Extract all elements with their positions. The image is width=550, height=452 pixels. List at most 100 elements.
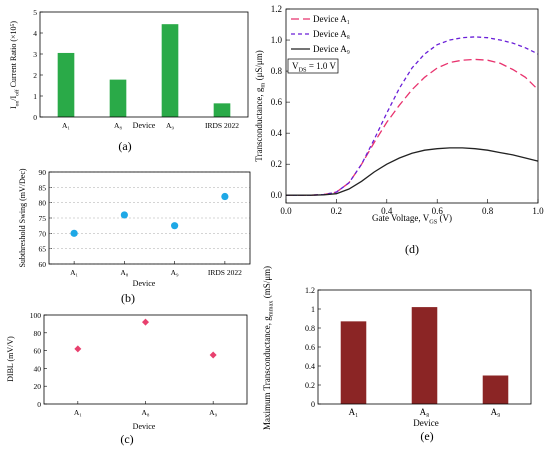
panel-label-b: (b) bbox=[121, 291, 135, 305]
x-tick-label-b-0: A₁ bbox=[70, 268, 78, 277]
point-c-1 bbox=[142, 318, 149, 326]
x-tick-label-c-0: A₁ bbox=[74, 408, 82, 417]
y-tick-label-c-0: 0 bbox=[37, 400, 41, 409]
y-tick-label-e-0: 0 bbox=[311, 400, 315, 409]
y-axis-label-c: DIBL (mV/V) bbox=[6, 336, 15, 382]
x-tick-label-b-1: A₈ bbox=[120, 268, 128, 277]
y-tick-label-a-5: 5 bbox=[33, 8, 37, 17]
x-tick-label-a-2: A₉ bbox=[166, 121, 174, 130]
x-tick-label-a-0: A₁ bbox=[62, 121, 70, 130]
y-tick-label-a-3: 3 bbox=[33, 50, 37, 59]
x-tick-label-c-2: A₉ bbox=[209, 408, 217, 417]
y-tick-label-e-4: 0.8 bbox=[305, 324, 315, 333]
panel-label-e: (e) bbox=[420, 429, 433, 443]
y-tick-label-d-6: 1.2 bbox=[271, 4, 282, 14]
panel-label-c: (c) bbox=[120, 432, 133, 446]
y-tick-label-c-5: 100 bbox=[30, 311, 42, 320]
legend-label-d-1: Device A₈ bbox=[313, 29, 350, 39]
y-tick-label-b-2: 70 bbox=[39, 229, 47, 238]
chart-d-frame bbox=[285, 8, 539, 204]
x-tick-label-d-4: 0.8 bbox=[482, 206, 494, 216]
y-tick-label-e-5: 1 bbox=[311, 305, 315, 314]
y-tick-label-b-3: 75 bbox=[39, 214, 47, 223]
y-tick-label-a-4: 4 bbox=[33, 29, 37, 38]
y-tick-label-b-5: 85 bbox=[39, 183, 47, 192]
bar-a-0 bbox=[57, 52, 75, 118]
x-tick-label-e-2: A₉ bbox=[491, 407, 501, 417]
chart-b-frame bbox=[48, 171, 251, 265]
y-tick-label-d-2: 0.4 bbox=[271, 128, 283, 138]
bar-e-0 bbox=[340, 321, 367, 404]
chart-e-frame bbox=[317, 289, 532, 405]
panel-label-d: (d) bbox=[405, 242, 419, 256]
legend-label-d-2: Device A₉ bbox=[313, 44, 350, 54]
annotation-d: VDS = 1.0 V bbox=[292, 61, 336, 74]
x-tick-label-e-0: A₁ bbox=[349, 407, 359, 417]
x-axis-label-d: Gate Voltage, VGS (V) bbox=[372, 213, 452, 226]
y-tick-label-d-3: 0.6 bbox=[271, 97, 283, 107]
panel-label-a: (a) bbox=[118, 139, 131, 153]
x-tick-label-c-1: A₈ bbox=[141, 408, 149, 417]
y-tick-label-c-3: 60 bbox=[34, 347, 42, 356]
chart-c-frame bbox=[43, 314, 248, 405]
x-tick-label-d-0: 0.0 bbox=[280, 206, 292, 216]
y-tick-label-b-6: 90 bbox=[39, 168, 47, 177]
x-axis-label-e: Device bbox=[413, 418, 438, 428]
chart-e: 0 0.2 0.4 0.6 0.8 1 1.2 A₁ A₈ A₉ Device Maximum Tra… bbox=[262, 266, 532, 443]
bar-a-3 bbox=[213, 103, 231, 117]
x-tick-label-d-3: 0.6 bbox=[432, 206, 444, 216]
x-tick-label-e-1: A₈ bbox=[420, 407, 430, 417]
bar-a-1 bbox=[109, 79, 127, 117]
series-line-d-2 bbox=[286, 147, 539, 196]
y-tick-label-e-2: 0.4 bbox=[305, 362, 315, 371]
y-tick-label-a-0: 0 bbox=[33, 113, 37, 122]
series-line-d-1 bbox=[286, 36, 539, 196]
y-tick-label-d-5: 1.0 bbox=[271, 35, 283, 45]
y-tick-label-c-4: 80 bbox=[34, 329, 42, 338]
point-b-1 bbox=[120, 211, 128, 219]
y-tick-label-c-2: 40 bbox=[34, 364, 42, 373]
legend-label-d-0: Device A₁ bbox=[313, 14, 350, 24]
y-axis-label-a: Ion/Ioff Current Ratio (×10⁵) bbox=[9, 21, 21, 109]
chart-c: 0 20 40 60 80 100 A₁ A₈ A₉ Device DIBL (mV/V) (c) bbox=[6, 311, 248, 446]
chart-a-frame bbox=[39, 11, 249, 118]
y-tick-label-d-1: 0.2 bbox=[271, 159, 282, 169]
point-c-2 bbox=[209, 351, 217, 359]
y-axis-label-d: Transconductance, gm (μS/μm) bbox=[254, 50, 267, 161]
bar-e-1 bbox=[411, 307, 438, 404]
y-tick-label-a-2: 2 bbox=[33, 71, 37, 80]
chart-d: 0.0 0.2 0.4 0.6 0.8 1.0 1.2 0.0 0.2 0.4 0.6 0.8 1.0 D… bbox=[254, 4, 544, 256]
y-tick-label-e-6: 1.2 bbox=[305, 286, 315, 295]
point-b-3 bbox=[221, 192, 229, 201]
point-b-2 bbox=[171, 222, 179, 230]
y-tick-label-d-0: 0.0 bbox=[271, 190, 283, 200]
series-line-d-0 bbox=[286, 58, 539, 196]
y-tick-label-c-1: 20 bbox=[34, 382, 42, 391]
x-tick-label-a-3: IRDS 2022 bbox=[205, 121, 239, 130]
y-tick-label-b-1: 65 bbox=[39, 245, 47, 254]
y-axis-label-b: Subthreshold Swing (mV/Dec) bbox=[18, 168, 27, 267]
y-tick-label-b-0: 60 bbox=[39, 260, 47, 269]
y-tick-label-e-3: 0.6 bbox=[305, 343, 315, 352]
y-tick-label-e-1: 0.2 bbox=[305, 381, 315, 390]
y-tick-label-a-1: 1 bbox=[33, 92, 37, 101]
point-b-0 bbox=[70, 229, 78, 237]
annotation-box-d bbox=[287, 58, 339, 74]
x-axis-label-a: Device bbox=[133, 121, 156, 130]
y-tick-label-b-4: 80 bbox=[39, 199, 47, 208]
bar-a-2 bbox=[161, 24, 179, 117]
y-axis-label-e: Maximum Transconductance, gmmax (mS/μm) bbox=[262, 266, 275, 430]
chart-a: 0 1 2 3 4 5 A₁ A₈ A₉ IRDS 2022 Device Ion/Ioff Curr… bbox=[9, 8, 249, 153]
x-tick-label-a-1: A₈ bbox=[114, 121, 122, 130]
x-tick-label-b-2: A₉ bbox=[171, 268, 179, 277]
x-tick-label-d-5: 1.0 bbox=[532, 206, 544, 216]
y-tick-label-d-4: 0.8 bbox=[271, 66, 283, 76]
x-tick-label-d-2: 0.4 bbox=[381, 206, 393, 216]
x-tick-label-b-3: IRDS 2022 bbox=[208, 268, 242, 277]
x-axis-label-c: Device bbox=[133, 422, 156, 431]
x-tick-label-d-1: 0.2 bbox=[331, 206, 342, 216]
chart-b: 60 65 70 75 80 85 90 A₁ A₈ A₉ IRDS 2022 Device Subth… bbox=[18, 168, 251, 305]
bar-e-2 bbox=[482, 375, 509, 404]
x-axis-label-b: Device bbox=[133, 279, 156, 288]
